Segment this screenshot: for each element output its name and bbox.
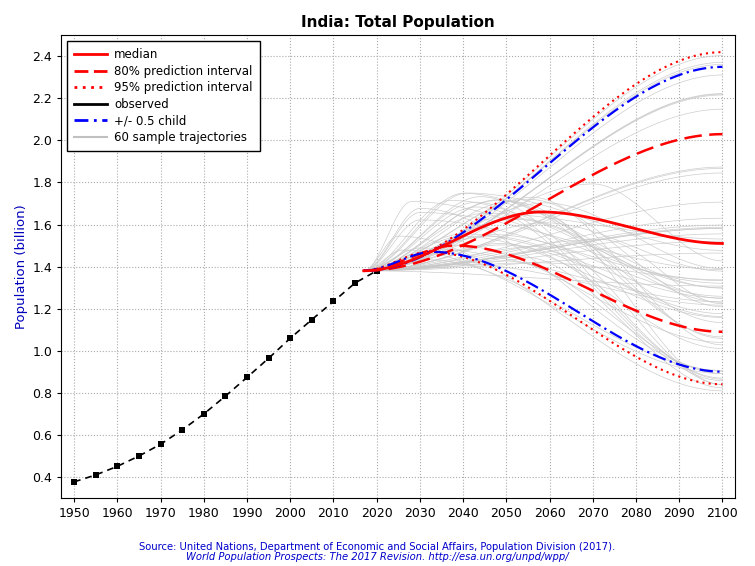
Point <box>155 440 167 449</box>
Text: Source: United Nations, Department of Economic and Social Affairs, Population Di: Source: United Nations, Department of Ec… <box>140 542 615 552</box>
Point <box>133 452 145 461</box>
Point <box>306 315 318 324</box>
Point <box>349 278 361 288</box>
Point <box>176 426 188 435</box>
Point <box>220 392 232 401</box>
Y-axis label: Population (billion): Population (billion) <box>15 204 28 329</box>
Point <box>198 409 210 418</box>
Text: World Population Prospects: The 2017 Revision. http://esa.un.org/unpd/wpp/: World Population Prospects: The 2017 Rev… <box>186 552 569 563</box>
Legend: median, 80% prediction interval, 95% prediction interval, observed, +/- 0.5 chil: median, 80% prediction interval, 95% pre… <box>67 41 260 151</box>
Point <box>90 470 102 479</box>
Point <box>263 354 275 363</box>
Point <box>68 477 80 486</box>
Title: India: Total Population: India: Total Population <box>301 15 495 30</box>
Point <box>111 462 123 471</box>
Point <box>284 334 296 343</box>
Point <box>371 266 383 275</box>
Point <box>241 373 253 382</box>
Point <box>328 297 340 306</box>
